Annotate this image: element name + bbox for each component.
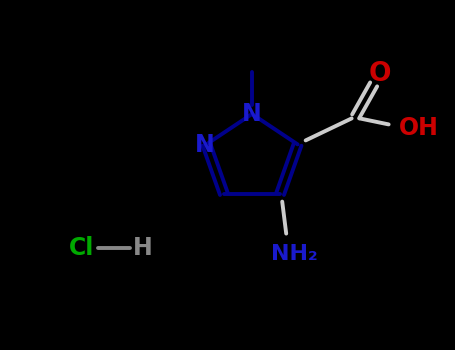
Text: N: N xyxy=(242,102,262,126)
Text: N: N xyxy=(194,133,214,158)
Text: OH: OH xyxy=(399,117,439,140)
Text: NH₂: NH₂ xyxy=(271,244,318,264)
Text: Cl: Cl xyxy=(69,236,95,260)
Text: O: O xyxy=(369,61,391,88)
Text: H: H xyxy=(133,236,153,260)
